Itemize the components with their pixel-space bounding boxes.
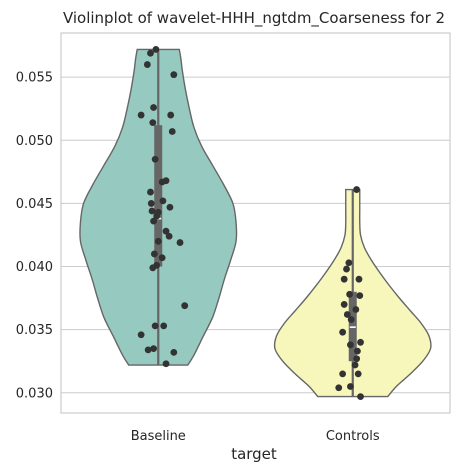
y-tick-label: 0.040 xyxy=(16,260,53,275)
data-point xyxy=(147,49,154,57)
y-tick-label: 0.030 xyxy=(16,386,53,401)
data-point xyxy=(343,311,351,318)
data-point xyxy=(181,302,189,310)
data-point xyxy=(150,250,158,258)
data-point xyxy=(150,345,157,353)
data-point xyxy=(352,306,360,313)
data-point xyxy=(137,331,145,339)
data-point xyxy=(170,349,178,356)
data-point xyxy=(340,301,348,308)
data-point xyxy=(149,264,157,272)
data-point xyxy=(353,355,361,363)
data-point xyxy=(347,316,355,323)
data-point xyxy=(167,111,175,119)
data-point xyxy=(159,197,167,205)
data-point xyxy=(147,188,154,196)
data-point xyxy=(147,200,155,207)
data-point xyxy=(353,186,361,193)
y-tick-label: 0.050 xyxy=(16,134,53,149)
data-point xyxy=(170,71,178,79)
data-point xyxy=(144,346,152,354)
data-point xyxy=(166,203,174,211)
chart-title: Violinplot of wavelet-HHH_ngtdm_Coarsene… xyxy=(63,9,445,28)
data-point xyxy=(354,370,362,378)
data-point xyxy=(345,259,353,267)
data-point xyxy=(346,290,354,298)
data-point xyxy=(357,338,364,346)
data-point xyxy=(343,265,350,273)
data-point xyxy=(351,361,359,369)
data-point xyxy=(162,360,170,368)
data-point xyxy=(162,227,170,235)
data-point xyxy=(151,322,159,330)
y-tick-label: 0.035 xyxy=(16,323,53,338)
strip-points xyxy=(137,46,364,400)
y-axis-ticks: 0.030 0.035 0.040 0.045 0.050 0.055 xyxy=(16,71,53,402)
data-point xyxy=(165,232,173,240)
data-point xyxy=(150,104,157,111)
x-axis-ticks: Baseline Controls xyxy=(131,429,380,444)
data-point xyxy=(347,383,354,390)
data-point xyxy=(143,61,151,68)
data-point xyxy=(150,217,157,225)
data-point xyxy=(356,292,364,299)
data-point xyxy=(339,328,347,336)
data-point xyxy=(154,237,162,245)
data-point xyxy=(335,384,343,392)
data-point xyxy=(151,155,159,163)
data-point xyxy=(176,239,184,246)
data-point xyxy=(148,207,156,215)
data-point xyxy=(357,393,364,400)
iqr-box-baseline xyxy=(154,125,163,267)
data-point xyxy=(355,275,363,283)
data-point xyxy=(347,341,354,349)
data-point xyxy=(137,111,145,119)
data-point xyxy=(339,370,347,378)
data-point xyxy=(158,178,166,186)
violins xyxy=(79,48,432,398)
axes-frame xyxy=(60,32,451,414)
data-point xyxy=(149,119,157,127)
data-point xyxy=(153,212,161,220)
y-tick-label: 0.055 xyxy=(16,71,53,86)
y-tick-label: 0.045 xyxy=(16,197,53,212)
data-point xyxy=(168,128,176,135)
x-tick-label: Baseline xyxy=(131,429,186,444)
data-point xyxy=(158,254,166,262)
x-tick-label: Controls xyxy=(326,429,380,444)
x-axis-label: target xyxy=(231,445,277,463)
data-point xyxy=(160,322,168,330)
data-point xyxy=(152,46,160,53)
data-point xyxy=(354,347,361,355)
data-point xyxy=(340,275,348,283)
